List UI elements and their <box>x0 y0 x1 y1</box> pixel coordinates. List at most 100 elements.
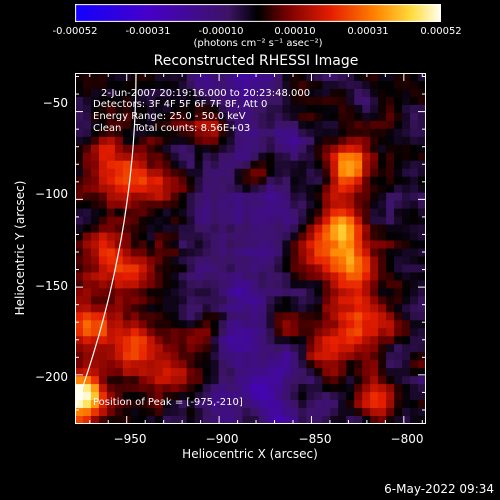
heatmap-cell <box>274 73 283 82</box>
heatmap-cell <box>410 240 419 249</box>
heatmap-cell <box>146 160 156 170</box>
heatmap-cell <box>290 168 299 178</box>
heatmap-cell <box>266 216 275 225</box>
heatmap-cell <box>194 272 204 281</box>
heatmap-cell <box>98 104 108 114</box>
heatmap-cell <box>250 272 259 281</box>
heatmap-cell <box>314 88 323 98</box>
heatmap-cell <box>218 96 227 106</box>
heatmap-cell <box>146 120 156 130</box>
heatmap-cell <box>250 376 259 385</box>
heatmap-cell <box>274 272 283 281</box>
heatmap-cell <box>218 120 227 130</box>
heatmap-cell <box>114 208 124 217</box>
heatmap-cell <box>322 112 331 122</box>
heatmap-cell <box>338 328 347 337</box>
heatmap-cell <box>338 144 347 154</box>
heatmap-cell <box>122 392 132 401</box>
heatmap-cell <box>338 136 347 146</box>
heatmap-cell <box>226 304 235 313</box>
heatmap-cell <box>314 360 323 369</box>
heatmap-cell <box>146 176 156 186</box>
heatmap-cell <box>362 352 371 361</box>
heatmap-cell <box>154 352 164 361</box>
heatmap-cell <box>274 192 283 202</box>
heatmap-cell <box>98 352 108 361</box>
heatmap-cell <box>266 400 275 409</box>
heatmap-cell <box>274 96 283 106</box>
heatmap-cell <box>258 176 267 186</box>
heatmap-cell <box>170 128 180 138</box>
heatmap-cell <box>266 320 275 329</box>
heatmap-cell <box>122 224 132 233</box>
heatmap-cell <box>114 73 124 82</box>
heatmap-cell <box>274 344 283 353</box>
heatmap-cell <box>362 416 371 424</box>
heatmap-cell <box>90 168 100 178</box>
heatmap-cell <box>410 224 419 233</box>
heatmap-cell <box>75 384 84 393</box>
heatmap-cell <box>194 136 204 146</box>
heatmap-cell <box>370 73 379 82</box>
heatmap-cell <box>290 416 299 424</box>
heatmap-cell <box>330 128 339 138</box>
heatmap-cell <box>154 232 164 241</box>
annotation-time-range: 2-Jun-2007 20:19:16.000 to 20:23:48.000 <box>101 88 311 99</box>
heatmap-cell <box>410 232 419 241</box>
heatmap-cell <box>226 296 235 305</box>
heatmap-cell <box>170 240 180 249</box>
heatmap-cell <box>402 128 411 138</box>
heatmap-cell <box>394 168 403 178</box>
heatmap-cell <box>418 336 426 345</box>
heatmap-cell <box>378 288 387 297</box>
heatmap-cell <box>122 192 132 202</box>
heatmap-cell <box>130 192 140 202</box>
heatmap-cell <box>354 73 363 82</box>
heatmap-cell <box>282 400 291 409</box>
heatmap-cell <box>210 408 219 417</box>
heatmap-cell <box>170 288 180 297</box>
heatmap-cell <box>130 200 140 210</box>
heatmap-cell <box>250 152 259 162</box>
heatmap-cell <box>210 384 219 393</box>
heatmap-cell <box>370 144 379 154</box>
heatmap-cell <box>266 344 275 353</box>
heatmap-cell <box>234 232 243 241</box>
heatmap-cell <box>234 408 243 417</box>
heatmap-cell <box>394 112 403 122</box>
heatmap-cell <box>106 400 116 409</box>
heatmap-cell <box>242 272 251 281</box>
heatmap-cell <box>186 384 196 393</box>
heatmap-cell <box>82 400 92 409</box>
heatmap-cell <box>202 152 212 162</box>
heatmap-cell <box>186 416 196 424</box>
heatmap-cell <box>146 144 156 154</box>
heatmap-cell <box>75 408 84 417</box>
heatmap-cell <box>322 80 331 90</box>
heatmap-cell <box>114 400 124 409</box>
heatmap-cell <box>98 216 108 225</box>
heatmap-cell <box>258 232 267 241</box>
heatmap-cell <box>362 208 371 217</box>
heatmap-cell <box>378 136 387 146</box>
heatmap-cell <box>146 400 156 409</box>
heatmap-cell <box>338 248 347 257</box>
heatmap-cell <box>394 96 403 106</box>
heatmap-cell <box>234 280 243 289</box>
heatmap-cell <box>298 336 307 345</box>
heatmap-cell <box>402 272 411 281</box>
heatmap-cell <box>178 184 188 194</box>
heatmap-cell <box>418 352 426 361</box>
heatmap-cell <box>282 376 291 385</box>
heatmap-cell <box>418 152 426 162</box>
heatmap-cell <box>266 336 275 345</box>
heatmap-cell <box>146 200 156 210</box>
heatmap-cell <box>106 168 116 178</box>
heatmap-cell <box>202 416 212 424</box>
heatmap-cell <box>338 152 347 162</box>
heatmap-cell <box>146 304 156 313</box>
heatmap-cell <box>90 384 100 393</box>
heatmap-cell <box>114 200 124 210</box>
heatmap-cell <box>146 320 156 329</box>
heatmap-cell <box>146 328 156 337</box>
